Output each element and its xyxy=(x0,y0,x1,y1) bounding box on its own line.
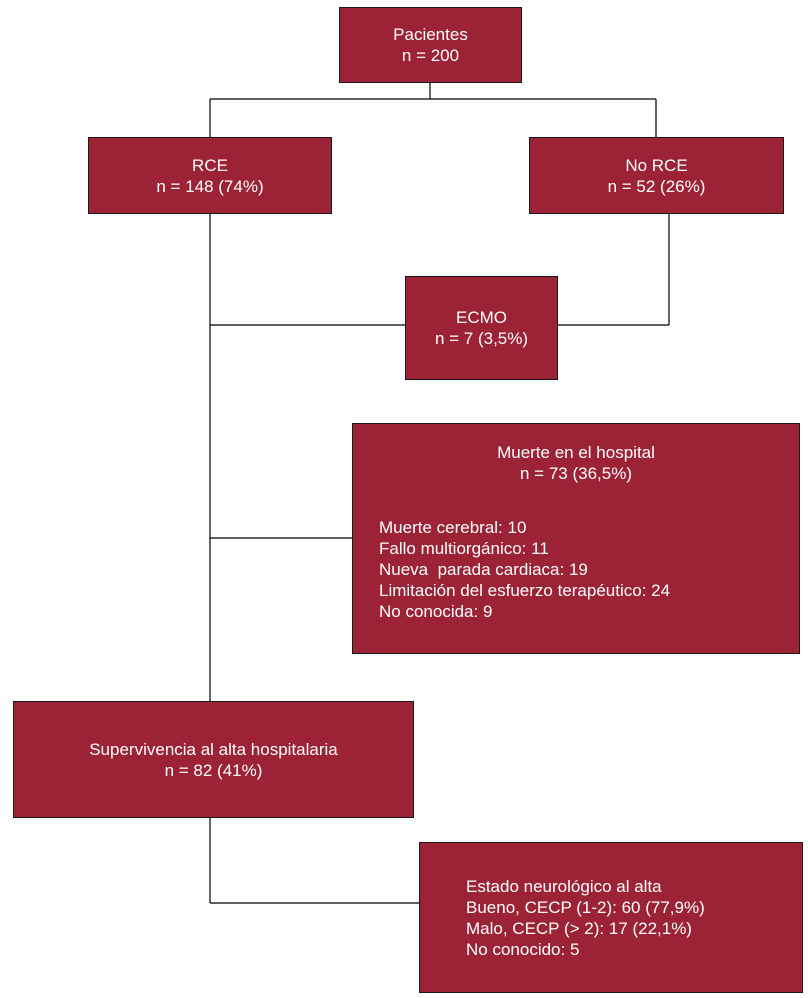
ecmo-label: ECMO xyxy=(456,308,507,327)
estado-neurologico-box: Estado neurológico al alta Bueno, CECP (… xyxy=(419,842,803,993)
muerte-causes-list: Muerte cerebral: 10 Fallo multiorgánico:… xyxy=(379,517,670,622)
pacientes-label: Pacientes xyxy=(393,25,468,44)
no-rce-label: No RCE xyxy=(625,155,688,175)
ecmo-box: ECMO n = 7 (3,5%) xyxy=(405,276,558,380)
ecmo-count: n = 7 (3,5%) xyxy=(434,329,529,348)
neuro-list: Estado neurológico al alta Bueno, CECP (… xyxy=(466,876,705,960)
rce-box: RCE n = 148 (74%) xyxy=(88,137,332,214)
cause-fallo-multiorganico: Fallo multiorgánico: 11 xyxy=(379,539,549,558)
cause-limitacion-esfuerzo: Limitación del esfuerzo terapéutico: 24 xyxy=(379,581,671,600)
neuro-no-conocido: No conocido: 5 xyxy=(466,940,580,959)
pacientes-box: Pacientes n = 200 xyxy=(339,7,522,83)
muerte-count: n = 73 (36,5%) xyxy=(520,464,632,483)
cause-nueva-parada: Nueva parada cardiaca: 19 xyxy=(379,560,588,579)
neuro-malo: Malo, CECP (> 2): 17 (22,1%) xyxy=(466,919,692,938)
cause-muerte-cerebral: Muerte cerebral: 10 xyxy=(379,518,527,537)
rce-count: n = 148 (74%) xyxy=(156,176,264,196)
muerte-label: Muerte en el hospital xyxy=(497,443,655,462)
muerte-hospital-box: Muerte en el hospital n = 73 (36,5%) Mue… xyxy=(352,423,800,654)
supervivencia-count: n = 82 (41%) xyxy=(164,760,263,780)
neuro-heading: Estado neurológico al alta xyxy=(466,877,662,896)
rce-label: RCE xyxy=(192,155,228,175)
muerte-heading: Muerte en el hospital n = 73 (36,5%) xyxy=(353,442,799,484)
no-rce-count: n = 52 (26%) xyxy=(607,176,706,196)
cause-no-conocida: No conocida: 9 xyxy=(379,602,493,621)
pacientes-count: n = 200 xyxy=(401,46,460,65)
no-rce-box: No RCE n = 52 (26%) xyxy=(529,137,784,214)
neuro-bueno: Bueno, CECP (1-2): 60 (77,9%) xyxy=(466,898,705,917)
supervivencia-box: Supervivencia al alta hospitalaria n = 8… xyxy=(13,701,414,818)
supervivencia-label: Supervivencia al alta hospitalaria xyxy=(89,739,338,759)
